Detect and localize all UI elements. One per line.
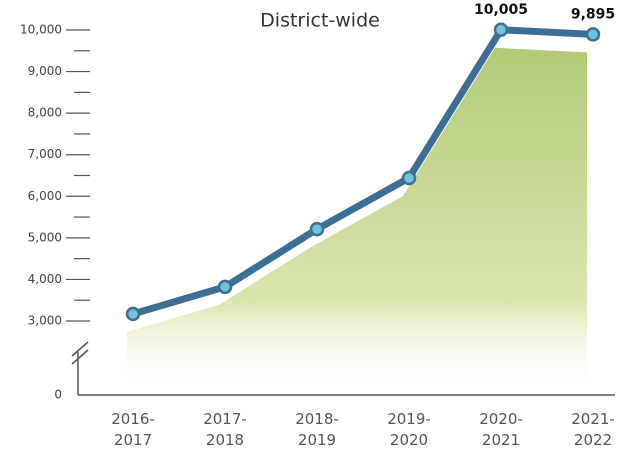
y-tick-label: 7,000 [28, 147, 62, 161]
value-label: 10,005 [474, 2, 528, 18]
x-tick-line: 2017 [114, 431, 152, 449]
marker [493, 22, 509, 38]
marker [217, 279, 233, 295]
y-tick-label: 5,000 [28, 230, 62, 244]
x-tick-line: 2017- [203, 410, 247, 428]
y-tick-label: 9,000 [28, 64, 62, 78]
chart-title: District-wide [260, 10, 380, 32]
axis-break [71, 341, 89, 357]
y-tick-label: 3,000 [28, 314, 62, 328]
x-tick-label: 2021- 2022 [571, 410, 615, 449]
y-tick-label: 0 [54, 388, 62, 402]
x-tick-line: 2021- [571, 410, 615, 428]
x-tick-line: 2022 [574, 431, 612, 449]
x-tick-label: 2020- 2021 [479, 410, 523, 449]
x-tick-line: 2019- [387, 410, 431, 428]
x-tick-line: 2019 [298, 431, 336, 449]
x-tick-label: 2017- 2018 [203, 410, 247, 449]
x-tick-line: 2016- [111, 410, 155, 428]
y-tick-label: 4,000 [28, 272, 62, 286]
y-tick-label: 8,000 [28, 106, 62, 120]
marker [125, 306, 141, 322]
area [127, 47, 587, 385]
line [132, 26, 594, 318]
x-tick-label: 2019- 2020 [387, 410, 431, 449]
y-tick-label: 6,000 [28, 189, 62, 203]
x-tick-line: 2021 [482, 431, 520, 449]
x-tick-label: 2018- 2019 [295, 410, 339, 449]
x-tick-line: 2020 [390, 431, 428, 449]
x-tick-line: 2020- [479, 410, 523, 428]
axis-break [71, 349, 89, 365]
marker [401, 170, 417, 186]
x-tick-line: 2018 [206, 431, 244, 449]
y-tick-label: 10,000 [20, 23, 62, 37]
x-tick-line: 2018- [295, 410, 339, 428]
marker [309, 221, 325, 237]
x-tick-label: 2016- 2017 [111, 410, 155, 449]
marker [585, 27, 601, 42]
value-label: 9,895 [571, 6, 615, 22]
